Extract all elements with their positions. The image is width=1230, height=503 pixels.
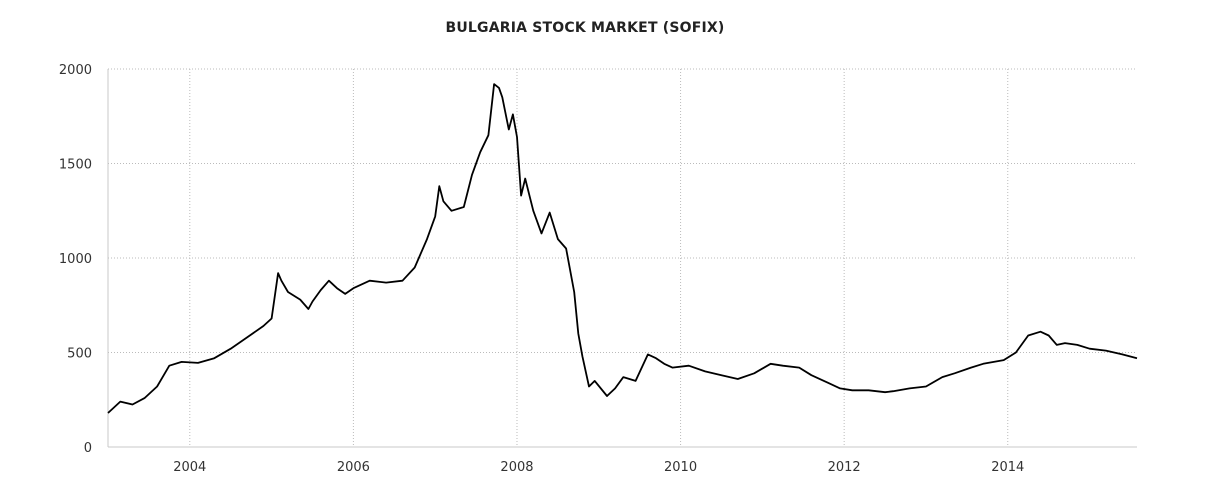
- x-tick-label: 2006: [337, 460, 370, 475]
- y-tick-label: 2000: [59, 63, 92, 78]
- x-tick-label: 2014: [991, 460, 1024, 475]
- x-tick-label: 2010: [664, 460, 697, 475]
- x-tick-label: 2004: [173, 460, 206, 475]
- y-tick-label: 1500: [59, 158, 92, 173]
- y-tick-label: 500: [67, 347, 92, 362]
- chart-title: BULGARIA STOCK MARKET (SOFIX): [445, 20, 725, 36]
- x-tick-label: 2012: [828, 460, 861, 475]
- y-tick-label: 1000: [59, 252, 92, 267]
- x-tick-label: 2008: [500, 460, 533, 475]
- series-line: [107, 83, 1138, 414]
- y-tick-label: 0: [84, 441, 92, 456]
